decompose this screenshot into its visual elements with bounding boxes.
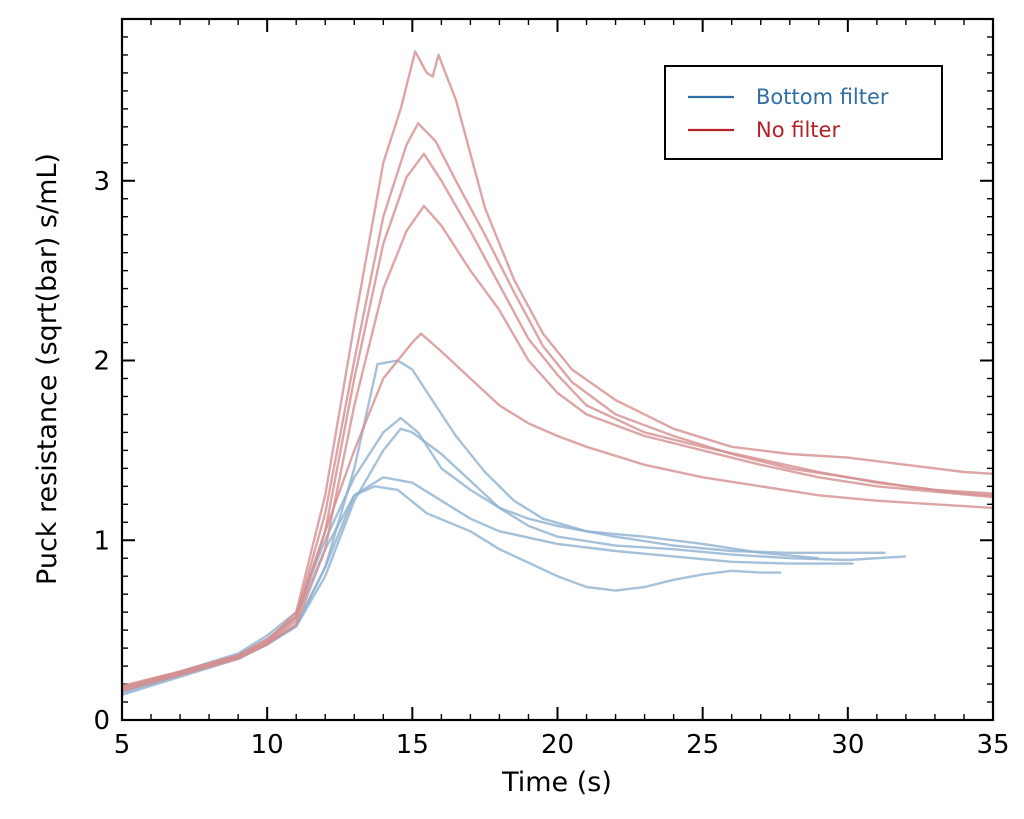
x-tick-label: 10 bbox=[251, 730, 284, 760]
legend: Bottom filter No filter bbox=[664, 65, 943, 160]
legend-label-no-filter: No filter bbox=[756, 118, 840, 142]
no-filter-series-line-6 bbox=[121, 122, 994, 689]
bottom-filter-series-line-4 bbox=[121, 359, 819, 696]
no-filter-series-line-5 bbox=[121, 50, 994, 687]
x-axis-title: Time (s) bbox=[501, 767, 612, 798]
y-axis-title: Puck resistance (sqrt(bar) s/mL) bbox=[32, 153, 63, 585]
x-tick-label: 30 bbox=[831, 730, 864, 760]
x-tick-label: 25 bbox=[686, 730, 719, 760]
x-tick-label: 20 bbox=[541, 730, 574, 760]
y-tick-label: 2 bbox=[93, 347, 110, 377]
y-tick-label: 0 bbox=[93, 706, 110, 736]
legend-label-bottom-filter: Bottom filter bbox=[756, 85, 889, 109]
x-tick-label: 5 bbox=[114, 730, 131, 760]
series-layer bbox=[121, 50, 994, 696]
no-filter-series-line-7 bbox=[121, 152, 994, 691]
y-tick-label: 3 bbox=[93, 167, 110, 197]
plot-frame bbox=[120, 17, 995, 722]
legend-box bbox=[664, 65, 943, 160]
no-filter-series-line-9 bbox=[121, 332, 994, 689]
tick-labels: 5 10 15 20 25 30 35 0 1 2 3 bbox=[93, 167, 1009, 760]
x-tick-label: 35 bbox=[976, 730, 1009, 760]
bottom-filter-series-line-3 bbox=[121, 416, 886, 689]
no-filter-series-line-8 bbox=[121, 204, 994, 693]
x-tick-label: 15 bbox=[396, 730, 429, 760]
y-tick-label: 1 bbox=[93, 526, 110, 556]
